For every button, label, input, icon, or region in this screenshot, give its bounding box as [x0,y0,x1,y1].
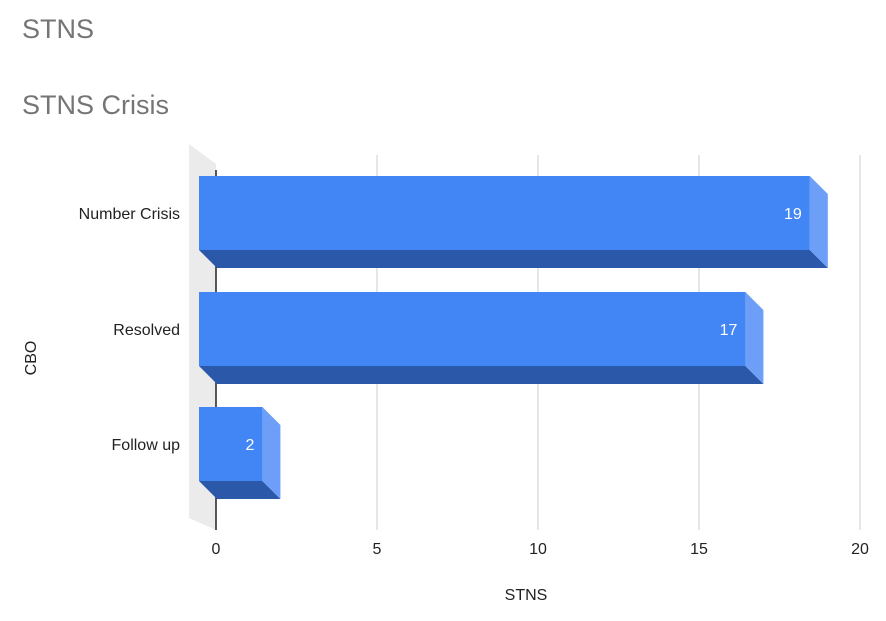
bar-bottom-face [199,366,764,384]
x-axis-title: STNS [505,587,548,604]
bar-front-face [199,292,746,366]
bar-side-face [809,176,828,268]
data-label: 17 [720,322,738,339]
bar-front-face [199,407,263,481]
bar [199,407,281,499]
bar [199,292,764,384]
x-tick-label: 0 [212,541,221,558]
sheet-title: STNS [22,14,95,44]
data-label: 19 [784,206,802,223]
bar-side-face [262,407,281,499]
x-tick-label: 5 [373,541,382,558]
category-label: Number Crisis [79,206,180,223]
bar-bottom-face [199,250,828,268]
chart-title: STNS Crisis [22,90,169,120]
x-tick-label: 20 [851,541,869,558]
x-tick-label: 15 [690,541,708,558]
data-label: 2 [245,437,254,454]
category-label: Resolved [113,322,180,339]
x-tick-label: 10 [529,541,547,558]
bar [199,176,828,268]
y-axis-title: CBO [23,341,40,376]
bar-side-face [745,292,764,384]
bar-front-face [199,176,810,250]
bar-bottom-face [199,481,281,499]
category-label: Follow up [112,437,181,454]
